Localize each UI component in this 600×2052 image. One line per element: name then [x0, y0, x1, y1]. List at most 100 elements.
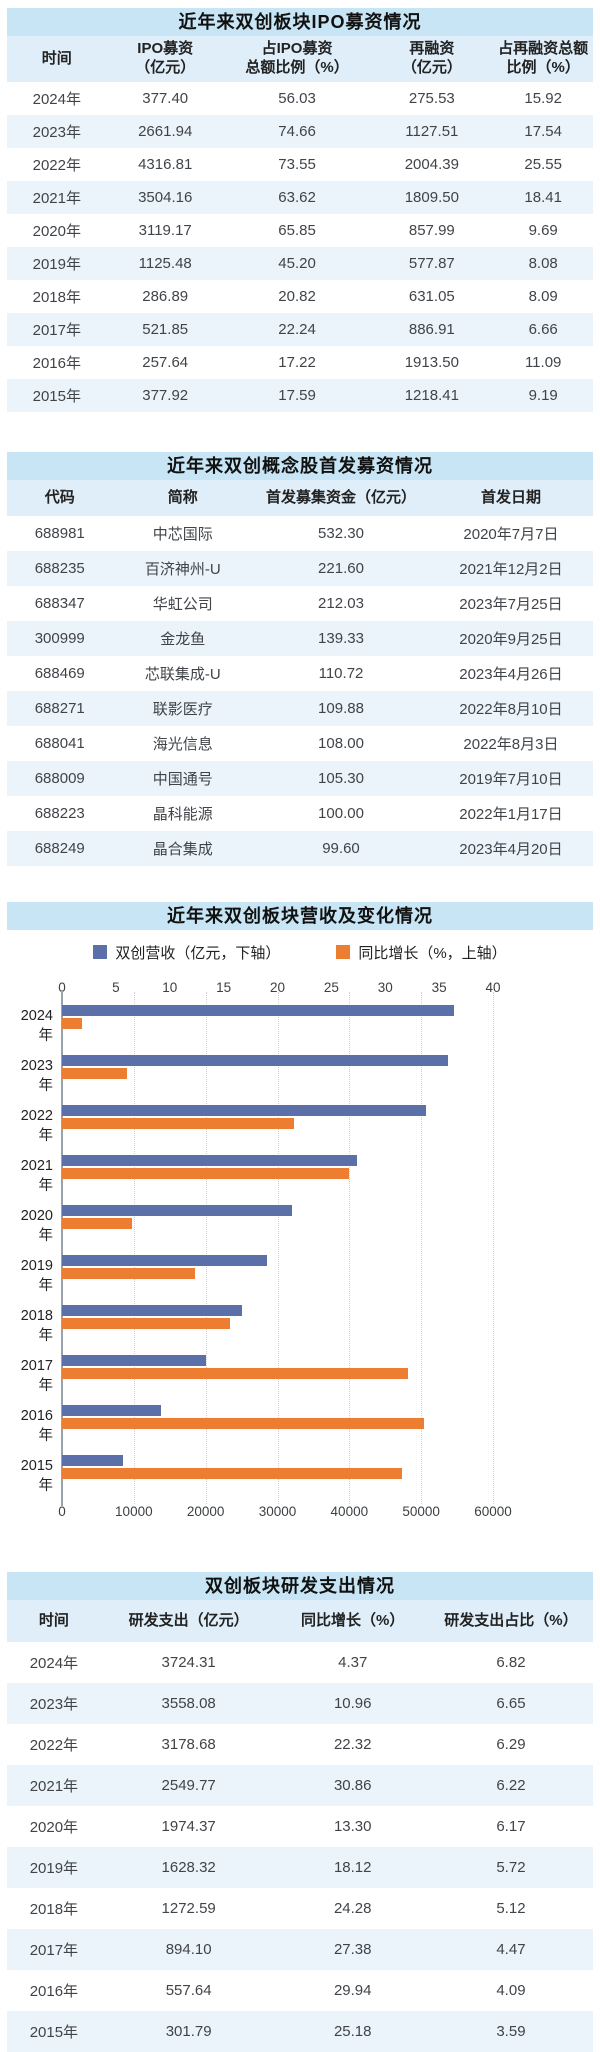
gridline	[493, 992, 494, 1504]
table-row: 2021年 3504.16 63.62 1809.50 18.41	[7, 181, 593, 214]
table-cell: 99.60	[322, 840, 360, 857]
bar-group: 2016年	[21, 1398, 493, 1448]
table-cell: 2024年	[29, 1655, 79, 1672]
table-cell: 20.82	[278, 288, 316, 305]
table-cell: 688469	[34, 665, 85, 682]
bar-group: 2024年	[21, 998, 493, 1048]
revenue-bar	[62, 1105, 427, 1116]
table-cell: 1974.37	[161, 1818, 216, 1835]
table-cell: 10.96	[333, 1695, 372, 1712]
table-cell: 2023年	[29, 1696, 79, 1713]
table-cell: 688235	[34, 560, 85, 577]
table-row: 688223 晶科能源 100.00 2022年1月17日	[7, 796, 593, 831]
table-cell: 2021年	[32, 190, 81, 207]
column-header: 占再融资总额 比例（%）	[493, 36, 593, 82]
table-cell: 晶科能源	[152, 806, 213, 823]
bar-group: 2022年	[21, 1098, 493, 1148]
table-cell: 109.88	[318, 700, 364, 717]
table-row: 2015年 377.92 17.59 1218.41 9.19	[7, 379, 593, 412]
table-cell: 1809.50	[404, 189, 459, 206]
table-cell: 29.94	[333, 1982, 372, 1999]
column-header: 首发募集资金（亿元）	[253, 480, 429, 516]
table-cell: 532.30	[318, 525, 364, 542]
revenue-bar	[62, 1305, 242, 1316]
table-row: 2022年 4316.81 73.55 2004.39 25.55	[7, 148, 593, 181]
table-cell: 2020年	[32, 223, 81, 240]
bar-group: 2023年	[21, 1048, 493, 1098]
table-cell: 17.54	[524, 123, 562, 140]
column-header: 代码	[7, 480, 113, 516]
table-cell: 芯联集成-U	[144, 666, 221, 683]
ipo-table-title: 近年来双创板块IPO募资情况	[7, 8, 593, 36]
table-cell: 275.53	[408, 90, 455, 107]
year-label: 2019年	[20, 1258, 53, 1294]
table-cell: 105.30	[318, 770, 364, 787]
bottom-axis-tick-label: 50000	[402, 1504, 440, 1519]
legend-revenue: 双创营收（亿元，下轴）	[93, 942, 280, 963]
table-cell: 63.62	[278, 189, 316, 206]
bottom-axis-tick-label: 60000	[474, 1504, 512, 1519]
column-header: 占IPO募资 总额比例（%）	[223, 36, 371, 82]
table-cell: 2661.94	[138, 123, 193, 140]
column-header: IPO募资 （亿元）	[106, 36, 224, 82]
table-row: 688009 中国通号 105.30 2019年7月10日	[7, 761, 593, 796]
top-axis-tick-label: 25	[323, 980, 339, 995]
year-label: 2020年	[20, 1208, 53, 1244]
table-cell: 577.87	[408, 255, 455, 272]
top-axis-tick-label: 5	[112, 980, 120, 995]
table-cell: 1127.51	[405, 123, 459, 140]
table-cell: 1628.32	[161, 1859, 216, 1876]
table-cell: 2018年	[29, 1901, 79, 1918]
table-cell: 6.29	[496, 1736, 526, 1753]
growth-bar	[62, 1218, 133, 1229]
year-label: 2021年	[20, 1158, 53, 1194]
table-cell: 631.05	[408, 288, 455, 305]
table-cell: 4.47	[496, 1941, 526, 1958]
table-cell: 212.03	[318, 595, 364, 612]
table-cell: 377.40	[142, 90, 189, 107]
table-cell: 2016年	[29, 1983, 79, 2000]
table-row: 688249 晶合集成 99.60 2023年4月20日	[7, 831, 593, 866]
table-cell: 9.69	[528, 222, 558, 239]
table-row: 2023年 3558.08 10.96 6.65	[7, 1683, 593, 1724]
top-axis-tick-label: 30	[377, 980, 393, 995]
table-cell: 金龙鱼	[160, 631, 206, 648]
ipo-table: 时间 IPO募资 （亿元） 占IPO募资 总额比例（%） 再融资 （亿元） 占再融资总额…	[7, 36, 593, 412]
revenue-bar	[62, 1255, 267, 1266]
column-header: 时间	[7, 36, 107, 82]
table-row: 688041 海光信息 108.00 2022年8月3日	[7, 726, 593, 761]
bar-group: 2018年	[21, 1298, 493, 1348]
stock-table-header-row: 代码 简称 首发募集资金（亿元） 首发日期	[7, 480, 593, 516]
table-row: 2019年 1628.32 18.12 5.72	[7, 1847, 593, 1888]
ipo-table-section: 近年来双创板块IPO募资情况 时间 IPO募资 （亿元） 占IPO募资 总额比例（%…	[7, 8, 593, 412]
table-cell: 5.12	[496, 1900, 526, 1917]
table-cell: 3504.16	[138, 189, 193, 206]
table-cell: 6.82	[496, 1654, 526, 1671]
table-cell: 1218.41	[404, 387, 459, 404]
table-cell: 2023年4月26日	[459, 666, 563, 683]
table-row: 2017年 521.85 22.24 886.91 6.66	[7, 313, 593, 346]
table-cell: 2019年7月10日	[459, 771, 563, 788]
top-axis-tick-label: 35	[431, 980, 447, 995]
gridline	[277, 992, 279, 1504]
table-cell: 688271	[34, 700, 85, 717]
table-row: 2024年 3724.31 4.37 6.82	[7, 1642, 593, 1683]
table-cell: 557.64	[165, 1982, 212, 1999]
growth-legend-label: 同比增长（%，上轴）	[358, 944, 507, 962]
chart-top-axis: 0 5 10 15 20 25 30 35 40	[7, 974, 593, 998]
table-cell: 9.19	[528, 387, 558, 404]
revenue-bar	[62, 1005, 455, 1016]
vertical-axis-line	[61, 990, 63, 1506]
table-cell: 100.00	[318, 805, 364, 822]
table-row: 2019年 1125.48 45.20 577.87 8.08	[7, 247, 593, 280]
table-cell: 2023年7月25日	[459, 596, 563, 613]
growth-bar	[62, 1368, 408, 1379]
table-cell: 百济神州-U	[144, 561, 221, 578]
gridline	[205, 992, 207, 1504]
bar-group: 2017年	[21, 1348, 493, 1398]
table-cell: 2019年	[32, 256, 81, 273]
growth-bar	[62, 1018, 83, 1029]
table-cell: 3178.68	[161, 1736, 216, 1753]
table-row: 688347 华虹公司 212.03 2023年7月25日	[7, 586, 593, 621]
table-cell: 2019年	[29, 1860, 79, 1877]
